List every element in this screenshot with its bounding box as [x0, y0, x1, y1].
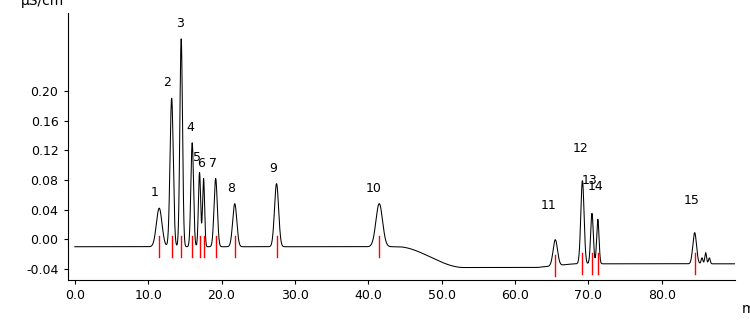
Text: 13: 13 [582, 174, 598, 187]
Text: 1: 1 [151, 186, 159, 199]
Text: 2: 2 [164, 76, 171, 89]
Text: 15: 15 [684, 194, 700, 207]
Text: 12: 12 [573, 142, 589, 155]
Text: µS/cm: µS/cm [21, 0, 64, 7]
Text: 9: 9 [270, 162, 278, 175]
Text: 5: 5 [193, 151, 200, 164]
Text: 14: 14 [588, 180, 604, 193]
Text: 4: 4 [187, 121, 195, 134]
Text: 8: 8 [227, 182, 235, 195]
Text: 3: 3 [176, 17, 184, 30]
Text: 10: 10 [365, 182, 381, 195]
Text: 7: 7 [209, 156, 218, 169]
Text: 6: 6 [197, 156, 205, 169]
X-axis label: min: min [742, 301, 750, 316]
Text: 11: 11 [541, 199, 556, 212]
